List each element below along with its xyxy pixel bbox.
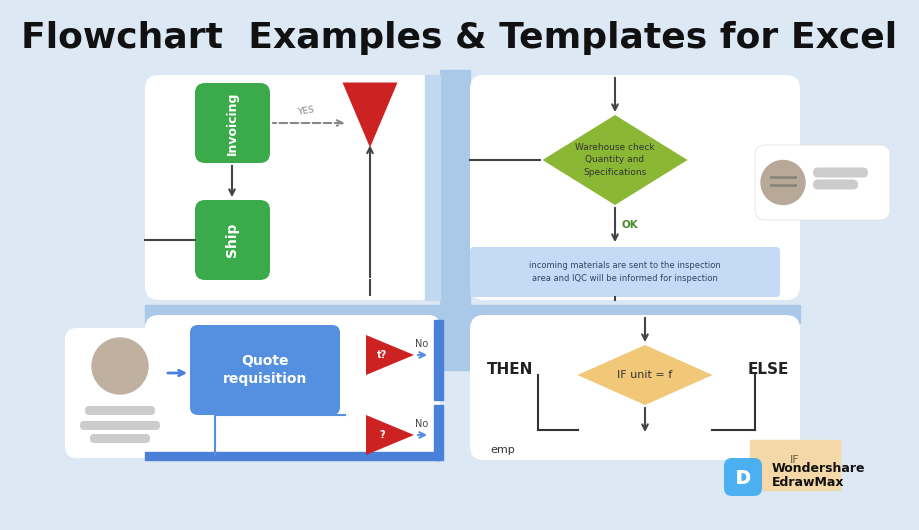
Polygon shape	[366, 335, 414, 375]
Text: Warehouse check
Quantity and
Specifications: Warehouse check Quantity and Specificati…	[575, 143, 655, 177]
Text: IF unit = f: IF unit = f	[618, 370, 673, 380]
Bar	[750, 440, 840, 490]
Circle shape	[761, 161, 805, 205]
Text: Quote
requisition: Quote requisition	[222, 354, 307, 386]
Text: Ship: Ship	[225, 223, 240, 257]
FancyBboxPatch shape	[85, 406, 155, 415]
FancyBboxPatch shape	[355, 315, 440, 460]
FancyBboxPatch shape	[90, 434, 150, 443]
Text: Wondershare: Wondershare	[772, 462, 866, 474]
FancyBboxPatch shape	[190, 325, 340, 415]
FancyBboxPatch shape	[813, 167, 868, 178]
Text: Invoicing: Invoicing	[226, 91, 239, 155]
Bar	[434, 320, 443, 400]
FancyBboxPatch shape	[470, 315, 800, 460]
Bar	[145, 305, 800, 323]
Text: Flowchart  Examples & Templates for Excel: Flowchart Examples & Templates for Excel	[21, 21, 897, 55]
Bar	[434, 405, 443, 460]
FancyBboxPatch shape	[145, 75, 440, 300]
Text: incoming materials are sent to the inspection
area and IQC will be informed for : incoming materials are sent to the inspe…	[529, 261, 720, 282]
Polygon shape	[343, 83, 398, 147]
FancyBboxPatch shape	[80, 421, 160, 430]
FancyBboxPatch shape	[724, 458, 762, 496]
FancyBboxPatch shape	[470, 247, 780, 297]
FancyBboxPatch shape	[65, 328, 175, 458]
Bar	[440, 70, 470, 370]
Text: ᴅ: ᴅ	[734, 465, 752, 489]
Circle shape	[92, 338, 148, 394]
FancyBboxPatch shape	[755, 145, 890, 220]
Text: EdrawMax: EdrawMax	[772, 476, 845, 490]
Text: OK: OK	[621, 220, 638, 230]
FancyBboxPatch shape	[145, 315, 440, 460]
Text: emp: emp	[491, 445, 516, 455]
Text: THEN: THEN	[487, 363, 533, 377]
Text: ?: ?	[380, 430, 385, 440]
Text: ELSE: ELSE	[747, 363, 789, 377]
Text: No: No	[415, 419, 428, 429]
Bar	[425, 75, 440, 300]
Text: No: No	[415, 339, 428, 349]
Polygon shape	[542, 115, 687, 205]
FancyBboxPatch shape	[195, 200, 270, 280]
Text: t?: t?	[377, 350, 387, 360]
Text: YES: YES	[297, 105, 315, 117]
Bar	[145, 452, 440, 460]
FancyBboxPatch shape	[195, 83, 270, 163]
Text: IF: IF	[790, 455, 800, 465]
FancyBboxPatch shape	[470, 75, 800, 300]
Polygon shape	[366, 415, 414, 455]
FancyBboxPatch shape	[813, 180, 858, 190]
Polygon shape	[577, 345, 712, 405]
